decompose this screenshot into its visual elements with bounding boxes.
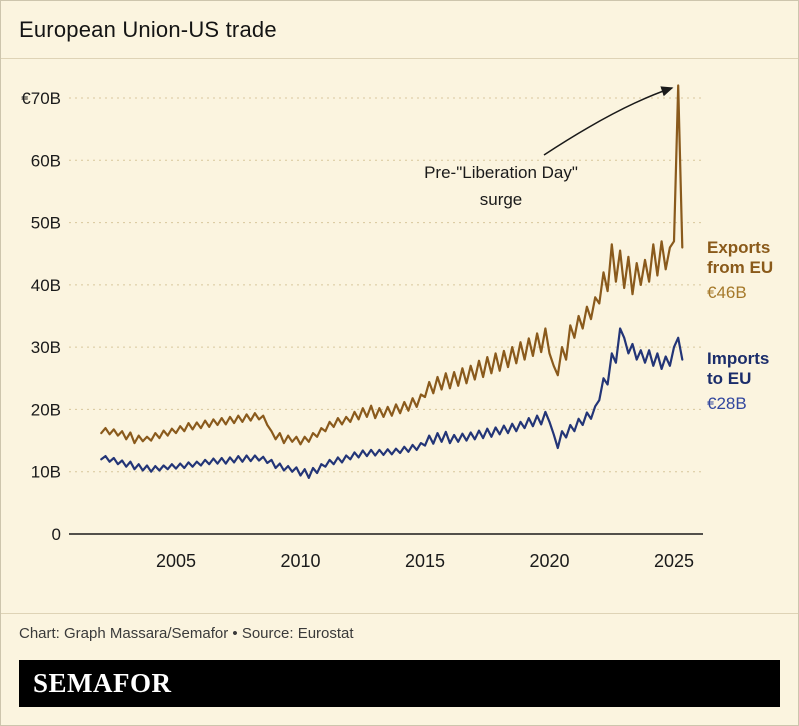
exports-label-line1: Exports — [707, 238, 771, 257]
semafor-logo: SEMAFOR — [33, 668, 172, 698]
svg-text:€70B: €70B — [21, 89, 61, 108]
annotation-line1: Pre-"Liberation Day" — [424, 163, 578, 182]
caption-divider — [1, 613, 798, 614]
semafor-logo-bar: SEMAFOR — [19, 660, 780, 707]
exports-label-value: €46B — [707, 282, 747, 302]
chart-caption: Chart: Graph Massara/Semafor • Source: E… — [19, 625, 354, 642]
svg-text:60B: 60B — [31, 151, 61, 170]
svg-text:2010: 2010 — [280, 551, 320, 571]
svg-text:10B: 10B — [31, 463, 61, 482]
imports-label-value: €28B — [707, 393, 747, 413]
imports-series-label: Imports to EU €28B — [707, 349, 797, 414]
trade-line-chart: €70B 60B 50B 40B 30B 20B 10B 0 2005 2010 2015 2020 2… — [21, 84, 703, 571]
exports-label-line2: from EU — [707, 258, 774, 278]
title-divider — [1, 58, 798, 59]
exports-label-name: Exports from EU — [707, 238, 797, 279]
annotation-line2: surge — [479, 190, 523, 210]
svg-text:40B: 40B — [31, 276, 61, 295]
svg-text:50B: 50B — [31, 214, 61, 233]
annotation-liberation-day: Pre-"Liberation Day" surge — [386, 159, 616, 213]
svg-text:2005: 2005 — [156, 551, 196, 571]
svg-text:2025: 2025 — [654, 551, 694, 571]
svg-text:30B: 30B — [31, 338, 61, 357]
svg-text:0: 0 — [52, 525, 61, 544]
exports-series-label: Exports from EU €46B — [707, 238, 797, 303]
page-title: European Union-US trade — [19, 17, 277, 42]
svg-text:2015: 2015 — [405, 551, 445, 571]
imports-label-line1: Imports — [707, 349, 770, 368]
svg-text:2020: 2020 — [529, 551, 569, 571]
imports-label-name: Imports to EU — [707, 349, 797, 390]
svg-text:20B: 20B — [31, 400, 61, 419]
imports-label-line2: to EU — [707, 369, 752, 389]
